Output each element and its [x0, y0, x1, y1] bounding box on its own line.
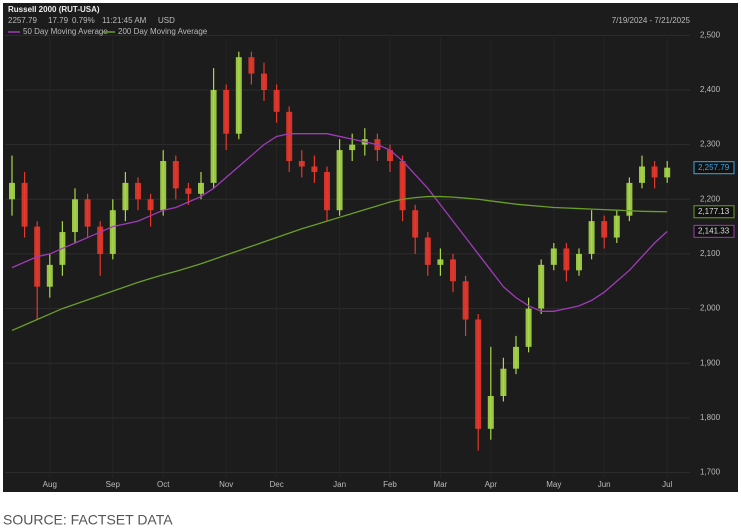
last-value-label: 2,177.13: [698, 207, 730, 216]
quote-change: 17.79: [48, 16, 69, 25]
candle-body: [147, 199, 154, 211]
y-tick-label: 2,300: [700, 140, 721, 149]
y-tick-label: 2,500: [700, 30, 721, 39]
y-tick-label: 1,700: [700, 468, 721, 477]
candle-body: [513, 346, 519, 369]
y-tick-label: 2,100: [700, 249, 721, 258]
candle-body: [424, 237, 431, 265]
candle-body: [639, 166, 645, 183]
candle-body: [298, 161, 305, 167]
candle-body: [261, 73, 267, 90]
x-tick-label: Dec: [269, 480, 283, 489]
candle-body: [462, 281, 469, 320]
candle-body: [185, 188, 192, 194]
candle-body: [109, 210, 116, 254]
candle-body: [198, 182, 204, 194]
chart-title: Russell 2000 (RUT-USA): [8, 5, 100, 14]
legend-label: 200 Day Moving Average: [118, 27, 208, 36]
candle-body: [525, 308, 532, 347]
candle-body: [563, 248, 570, 271]
candle-body: [626, 182, 633, 216]
x-tick-label: Sep: [106, 480, 121, 489]
candle-body: [475, 319, 482, 429]
last-value-box: [693, 205, 735, 219]
candle-body: [500, 368, 507, 397]
candle-body: [21, 182, 28, 227]
candle-body: [223, 89, 230, 134]
candle-body: [84, 199, 91, 227]
candle-body: [651, 166, 658, 178]
y-tick-label: 1,800: [700, 413, 721, 422]
last-value-label: 2,141.33: [698, 226, 730, 235]
candle-body: [437, 259, 444, 265]
x-tick-label: Apr: [485, 480, 498, 489]
candle-body: [538, 264, 545, 309]
source-note: SOURCE: FACTSET DATA: [3, 512, 173, 528]
candle-body: [349, 144, 356, 151]
x-tick-label: Nov: [219, 480, 233, 489]
candle-body: [450, 259, 456, 282]
candle-body: [412, 210, 419, 238]
candle-body: [172, 161, 179, 189]
candle-body: [273, 89, 280, 112]
candle-body: [664, 167, 671, 178]
candle-body: [210, 89, 217, 183]
date-range: 7/19/2024 - 7/21/2025: [612, 16, 691, 25]
x-tick-label: Oct: [157, 480, 170, 489]
quote-time: 11:21:45 AM: [102, 16, 147, 25]
candle-body: [324, 171, 330, 211]
candle-body: [135, 182, 141, 200]
legend-label: 50 Day Moving Average: [23, 27, 108, 36]
last-price-box: [693, 161, 735, 175]
candle-body: [336, 150, 343, 211]
candle-body: [46, 264, 53, 287]
candle-body: [311, 166, 318, 172]
x-tick-label: May: [546, 480, 561, 489]
candle-body: [487, 396, 494, 429]
y-tick-label: 1,900: [700, 358, 721, 367]
y-tick-label: 2,200: [700, 194, 721, 203]
x-tick-label: Feb: [383, 480, 397, 489]
candle-body: [286, 111, 293, 162]
x-tick-label: Jun: [598, 480, 611, 489]
y-tick-label: 2,000: [700, 304, 721, 313]
x-tick-label: Mar: [434, 480, 448, 489]
candle-body: [588, 221, 595, 254]
x-tick-label: Jul: [662, 480, 672, 489]
moving-average-line: [11, 133, 668, 312]
x-tick-label: Jan: [333, 480, 346, 489]
candle-body: [160, 161, 167, 211]
candle-body: [613, 215, 620, 238]
candle-body: [550, 248, 557, 265]
last-value-box: [693, 224, 735, 238]
candle-body: [97, 226, 104, 254]
candle-body: [399, 161, 406, 211]
candle-body: [235, 57, 242, 134]
candle-body: [122, 182, 129, 211]
quote-last: 2257.79: [8, 16, 37, 25]
moving-average-line: [11, 195, 668, 332]
candle-body: [601, 221, 608, 238]
chart-background: [3, 3, 738, 492]
quote-change-pct: 0.79%: [72, 16, 95, 25]
y-tick-label: 2,400: [700, 85, 721, 94]
candle-body: [576, 253, 582, 271]
candle-body: [387, 150, 393, 162]
last-price-label: 2,257.79: [698, 163, 730, 172]
candle-body: [72, 199, 78, 233]
quote-currency: USD: [158, 16, 175, 25]
x-tick-label: Aug: [43, 480, 57, 489]
candle-body: [9, 182, 15, 200]
candle-body: [248, 57, 255, 74]
